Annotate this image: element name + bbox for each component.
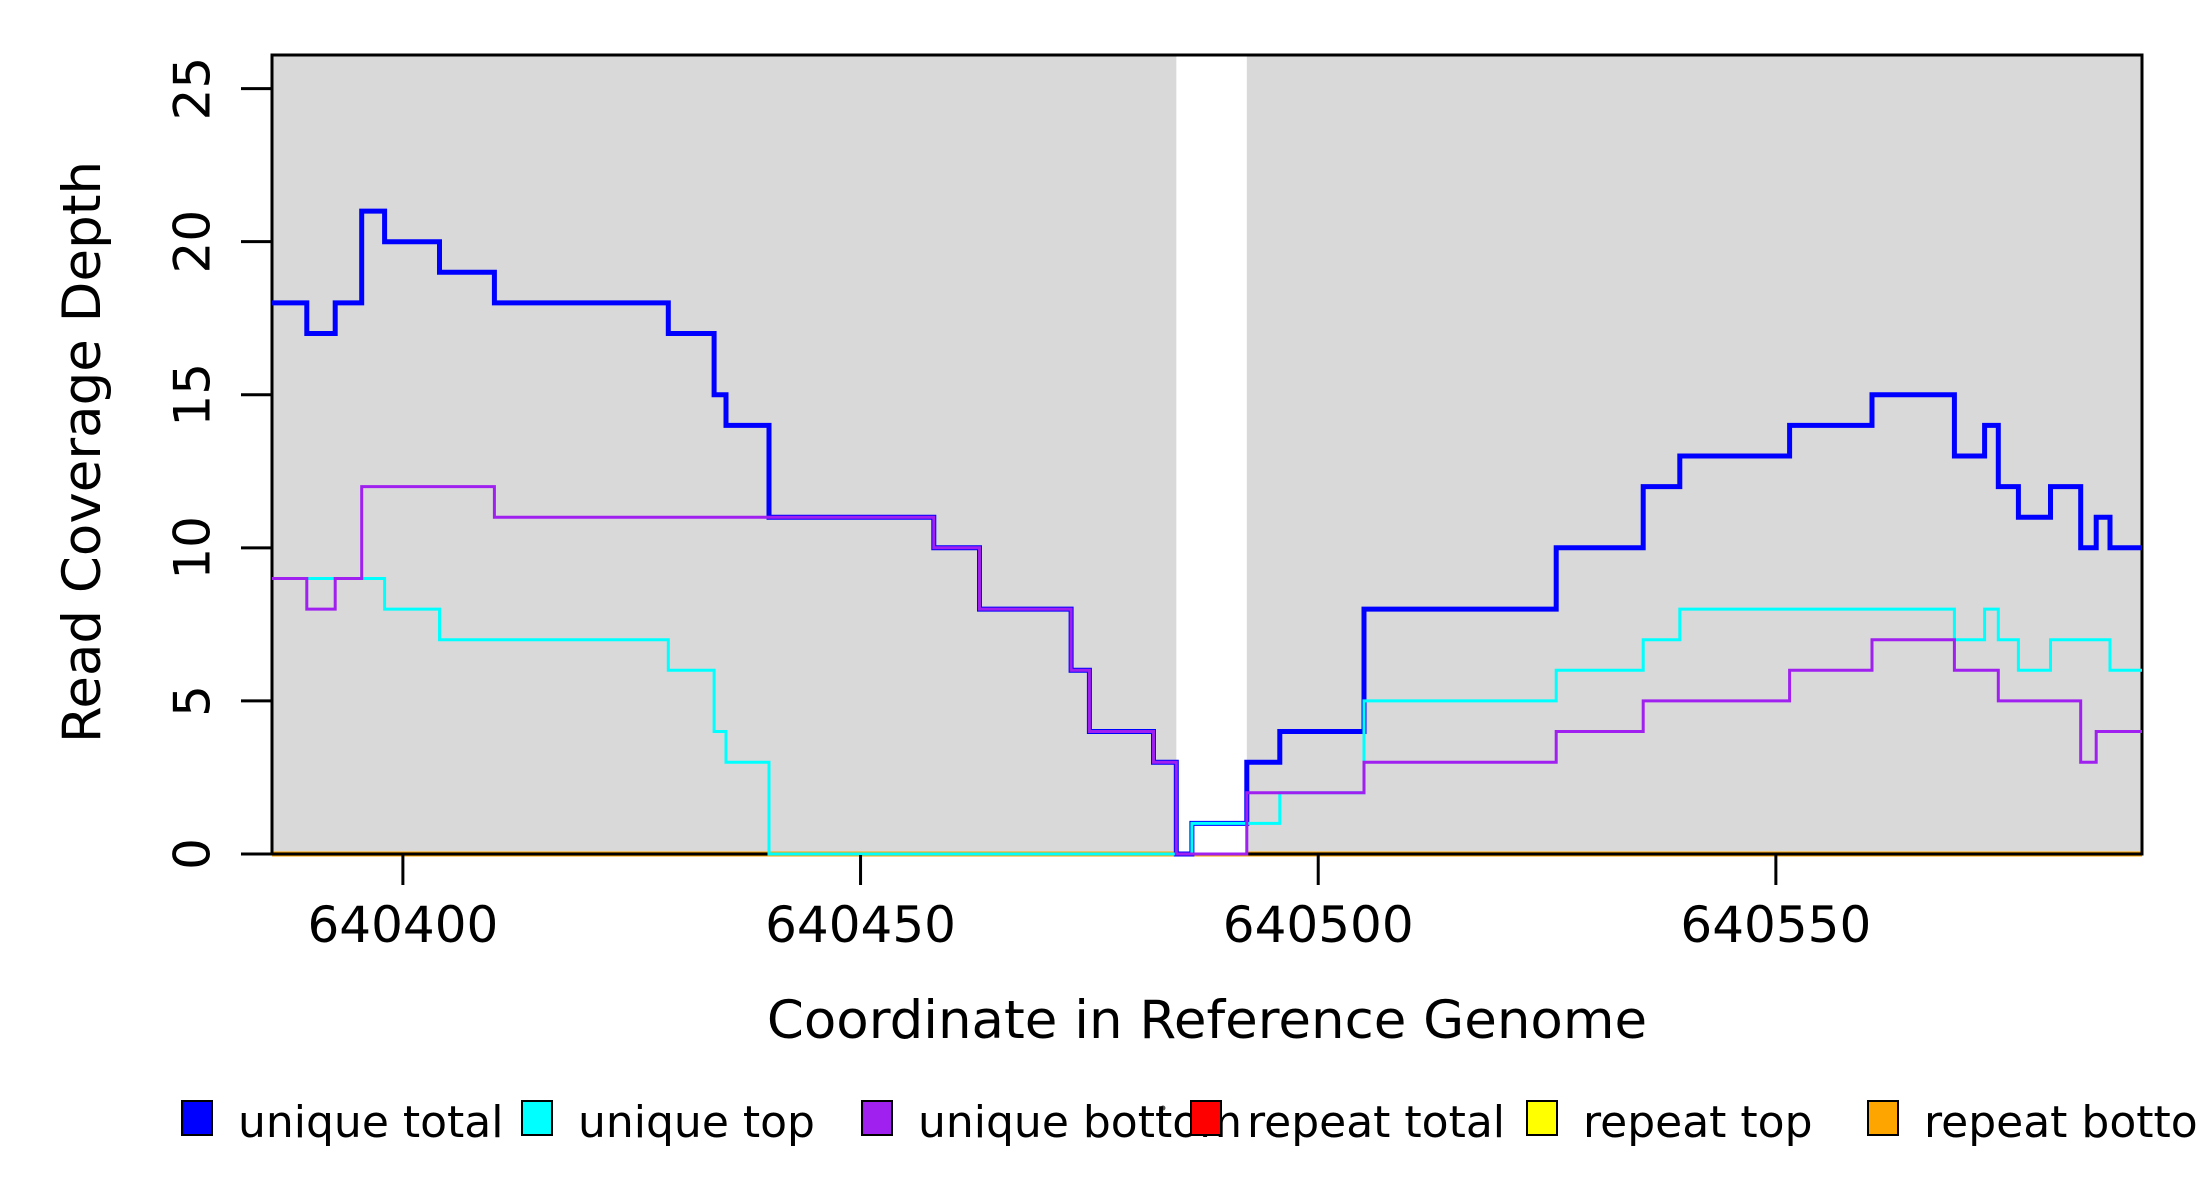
stray-dot [1160,1105,1166,1111]
legend-label: repeat total [1247,1097,1505,1148]
y-axis-tick-label: 10 [164,516,222,580]
legend-item-unique-total: unique total [181,1097,503,1148]
y-axis-tick-label: 5 [164,685,222,717]
legend-item-repeat-bottom: repeat bottom [1867,1097,2200,1148]
legend-label: unique bottom [918,1097,1242,1148]
legend-label: repeat bottom [1924,1097,2200,1148]
legend-swatch-unique-top [521,1100,553,1136]
legend-swatch-repeat-bottom [1867,1100,1899,1136]
legend-item-repeat-total: repeat total [1190,1097,1505,1148]
series-line-unique-bottom [272,485,2142,856]
legend-item-unique-bottom: unique bottom [861,1097,1242,1148]
legend-swatch-unique-bottom [861,1100,893,1136]
y-axis-tick-label: 0 [164,838,222,870]
x-axis-tick-label: 640450 [765,896,956,954]
x-axis-tick-label: 640550 [1680,896,1871,954]
legend-label: repeat top [1583,1097,1813,1148]
y-axis-tick-label: 20 [164,210,222,274]
plot-area: 640400 640450 640500 640550 0 5 10 15 20 25 [164,53,2144,1111]
coverage-gap-band [1176,55,1247,854]
legend-item-repeat-top: repeat top [1526,1097,1813,1148]
legend-label: unique total [238,1097,503,1148]
legend-item-unique-top: unique top [521,1097,815,1148]
legend-swatch-repeat-total [1190,1100,1222,1136]
legend: unique total unique top unique bottom repea… [181,1097,2200,1148]
legend-label: unique top [578,1097,815,1148]
x-axis-tick-label: 640400 [307,896,498,954]
legend-swatch-repeat-top [1526,1100,1558,1136]
y-axis-tick-label: 15 [164,363,222,427]
y-axis-title: Read Coverage Depth [52,161,113,743]
series-line-unique-top [272,577,2142,856]
y-axis-tick-label: 25 [164,57,222,121]
x-axis-title: Coordinate in Reference Genome [767,990,1647,1051]
legend-swatch-unique-total [181,1100,213,1136]
x-axis-tick-label: 640500 [1223,896,1414,954]
